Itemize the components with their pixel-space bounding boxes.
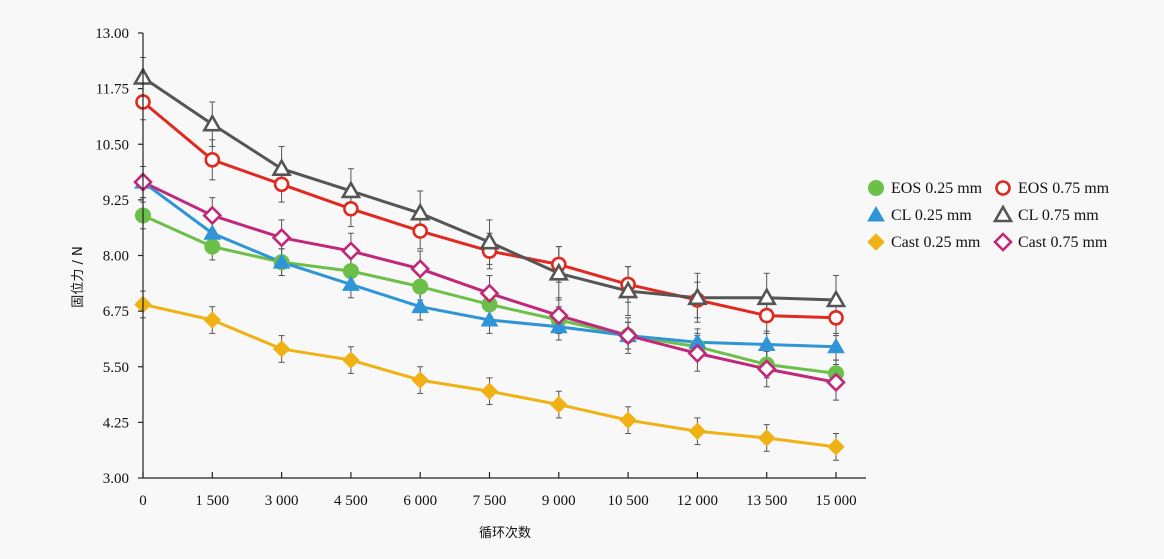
x-tick-label: 1 500 bbox=[195, 493, 229, 509]
data-point bbox=[272, 340, 291, 358]
legend: EOS 0.25 mm EOS 0.75 mm CL 0.25 mm CL 0.75 … bbox=[867, 180, 1110, 252]
data-point bbox=[410, 259, 431, 279]
legend-marker bbox=[992, 204, 1014, 223]
data-point bbox=[202, 113, 223, 132]
legend-label: CL 0.75 mm bbox=[1018, 207, 1099, 224]
data-point bbox=[271, 227, 292, 248]
x-tick-label: 10 500 bbox=[607, 493, 648, 509]
data-point bbox=[757, 335, 776, 351]
data-point bbox=[757, 429, 776, 447]
data-point bbox=[548, 262, 570, 281]
data-point bbox=[412, 278, 429, 295]
data-point bbox=[204, 152, 221, 168]
data-point bbox=[827, 337, 845, 354]
data-point bbox=[479, 231, 500, 250]
data-point bbox=[342, 351, 360, 369]
legend-marker bbox=[995, 180, 1011, 196]
legend-marker bbox=[867, 205, 885, 222]
y-tick-label: 11.75 bbox=[96, 82, 129, 98]
data-point bbox=[411, 297, 430, 314]
y-tick-label: 9.25 bbox=[103, 193, 129, 209]
x-tick-label: 0 bbox=[139, 493, 147, 509]
data-point bbox=[341, 241, 361, 261]
data-point bbox=[687, 287, 708, 306]
x-tick-label: 15 000 bbox=[815, 493, 856, 509]
legend-label: EOS 0.25 mm bbox=[891, 180, 983, 197]
data-point bbox=[340, 180, 362, 199]
data-point bbox=[409, 202, 431, 221]
legend-marker bbox=[868, 180, 884, 196]
data-point bbox=[273, 176, 290, 193]
data-point bbox=[203, 224, 222, 240]
x-axis-label: 循环次数 bbox=[479, 525, 531, 541]
x-tick-label: 7 500 bbox=[473, 493, 507, 509]
data-point bbox=[203, 311, 222, 329]
data-point bbox=[756, 287, 777, 306]
data-point bbox=[412, 223, 429, 239]
data-point bbox=[272, 253, 291, 269]
data-point bbox=[271, 158, 292, 177]
x-tick-label: 3 000 bbox=[265, 493, 299, 509]
data-point bbox=[202, 205, 223, 226]
data-point bbox=[619, 411, 637, 429]
data-point bbox=[825, 289, 847, 308]
data-point bbox=[828, 309, 844, 326]
data-point bbox=[827, 438, 845, 456]
data-point bbox=[411, 371, 429, 389]
data-point bbox=[479, 283, 500, 304]
y-tick-label: 6.75 bbox=[103, 304, 129, 320]
data-point bbox=[756, 359, 777, 379]
data-point bbox=[687, 343, 708, 364]
y-ticks: 3.00 4.25 5.50 6.75 8.00 9.25 10.50 11.75 13.00 bbox=[95, 26, 143, 487]
data-point bbox=[549, 317, 568, 334]
legend-marker bbox=[867, 233, 885, 251]
legend-label: Cast 0.75 mm bbox=[1018, 234, 1108, 251]
data-point bbox=[548, 305, 569, 326]
legend-marker bbox=[993, 232, 1013, 252]
data-point bbox=[480, 382, 499, 400]
y-tick-label: 3.00 bbox=[103, 471, 129, 487]
data-point-layer bbox=[132, 66, 847, 456]
data-point bbox=[550, 395, 568, 414]
y-tick-label: 4.25 bbox=[103, 415, 129, 431]
legend-label: EOS 0.75 mm bbox=[1018, 180, 1110, 197]
data-point bbox=[342, 275, 360, 291]
legend-label: Cast 0.25 mm bbox=[891, 234, 981, 251]
data-point bbox=[688, 422, 707, 440]
data-point bbox=[826, 372, 846, 393]
data-point bbox=[480, 311, 499, 327]
data-point bbox=[343, 200, 359, 217]
y-axis-label: 固位力 / N bbox=[71, 246, 86, 307]
y-tick-label: 10.50 bbox=[95, 137, 129, 153]
data-point bbox=[758, 307, 775, 324]
x-tick-label: 6 000 bbox=[403, 493, 437, 509]
x-tick-label: 9 000 bbox=[542, 493, 576, 509]
y-tick-label: 8.00 bbox=[103, 249, 129, 265]
legend-label: CL 0.25 mm bbox=[891, 207, 972, 224]
y-tick-label: 13.00 bbox=[95, 26, 129, 42]
data-point bbox=[617, 280, 639, 299]
data-point bbox=[204, 238, 221, 255]
data-point bbox=[618, 325, 638, 346]
x-tick-label: 13 500 bbox=[746, 493, 787, 509]
y-tick-label: 5.50 bbox=[103, 360, 129, 376]
x-ticks: 0 1 500 3 000 4 500 6 000 7 500 9 000 10 500 12 … bbox=[139, 472, 857, 509]
x-tick-label: 4 500 bbox=[334, 493, 368, 509]
x-tick-label: 12 000 bbox=[677, 493, 718, 509]
